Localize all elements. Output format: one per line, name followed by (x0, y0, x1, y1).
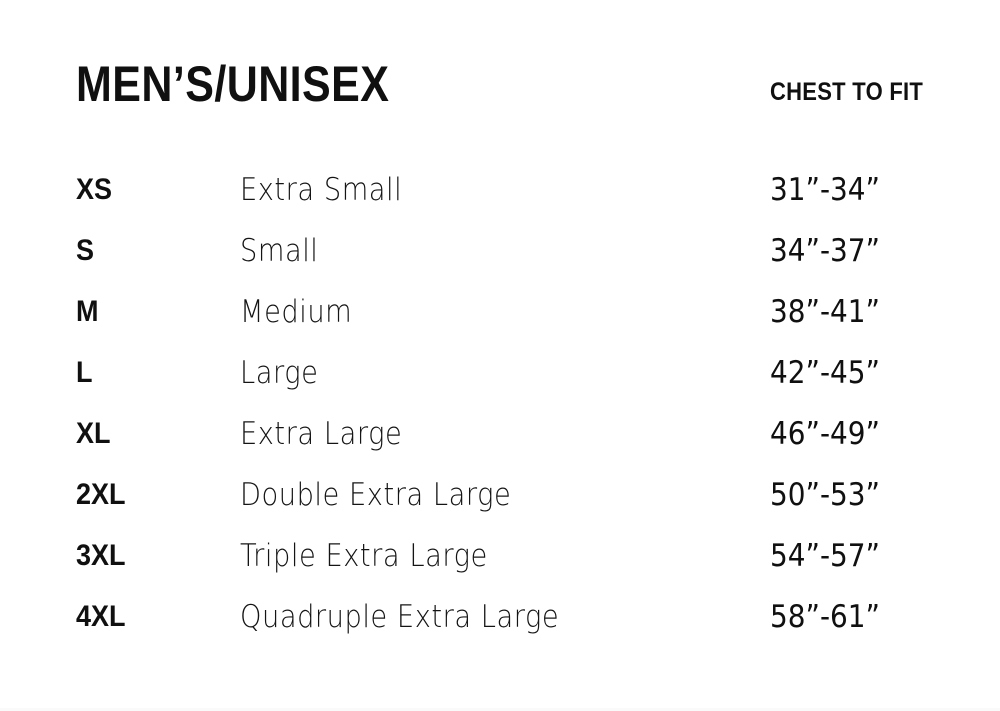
chest-measurement: 46”-49” (770, 416, 880, 452)
size-name: Double Extra Large (240, 477, 512, 513)
bottom-edge-shade (0, 708, 1000, 711)
chest-measurement: 42”-45” (770, 355, 880, 391)
chest-measurement: 38”-41” (770, 294, 880, 330)
table-row: XS Extra Small 31”-34” (0, 168, 1000, 229)
table-row: M Medium 38”-41” (0, 290, 1000, 351)
table-row: 3XL Triple Extra Large 54”-57” (0, 534, 1000, 595)
page-title: MEN’S/UNISEX (76, 56, 390, 112)
size-code: 4XL (76, 600, 126, 633)
size-name: Triple Extra Large (240, 538, 488, 574)
size-code: 3XL (76, 539, 126, 572)
chart-header: MEN’S/UNISEX CHEST TO FIT (0, 0, 1000, 120)
size-code: 2XL (76, 478, 126, 511)
size-code: M (76, 295, 99, 328)
table-row: S Small 34”-37” (0, 229, 1000, 290)
size-name: Medium (240, 294, 353, 330)
table-row: 2XL Double Extra Large 50”-53” (0, 473, 1000, 534)
column-header-chest-to-fit: CHEST TO FIT (770, 78, 924, 106)
size-name: Extra Large (240, 416, 403, 452)
size-code: XL (76, 417, 111, 450)
chest-measurement: 31”-34” (770, 172, 880, 208)
size-name: Quadruple Extra Large (240, 599, 560, 635)
size-code: L (76, 356, 93, 389)
size-table-body: XS Extra Small 31”-34” S Small 34”-37” M… (0, 168, 1000, 656)
table-row: 4XL Quadruple Extra Large 58”-61” (0, 595, 1000, 656)
table-row: XL Extra Large 46”-49” (0, 412, 1000, 473)
chest-measurement: 34”-37” (770, 233, 880, 269)
size-name: Large (240, 355, 319, 391)
size-code: S (76, 234, 95, 267)
chest-measurement: 58”-61” (770, 599, 880, 635)
size-code: XS (76, 173, 113, 206)
table-row: L Large 42”-45” (0, 351, 1000, 412)
size-name: Extra Small (240, 172, 403, 208)
size-name: Small (240, 233, 319, 269)
chest-measurement: 54”-57” (770, 538, 880, 574)
chest-measurement: 50”-53” (770, 477, 880, 513)
